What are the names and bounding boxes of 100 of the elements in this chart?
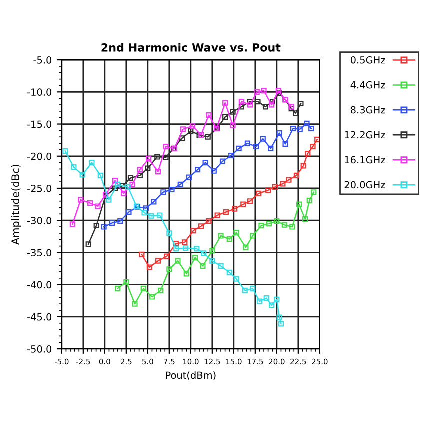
point [262, 104, 269, 110]
point [306, 198, 312, 204]
point [247, 102, 254, 108]
point [98, 172, 104, 178]
point [210, 258, 216, 264]
point [268, 302, 275, 308]
point [155, 258, 162, 264]
point [258, 222, 264, 229]
point [220, 158, 226, 164]
point [125, 184, 131, 190]
point [140, 286, 146, 292]
point [270, 99, 276, 105]
y-tick-label: -40.0 [28, 281, 52, 289]
point [121, 190, 127, 196]
point [244, 140, 250, 146]
point [175, 258, 181, 264]
point [154, 154, 160, 160]
point [126, 209, 132, 216]
point [310, 144, 316, 150]
point [180, 136, 186, 142]
legend-label: 12.2GHz [345, 131, 386, 139]
point [151, 199, 157, 205]
point [206, 112, 212, 118]
point [88, 200, 94, 206]
point [166, 266, 172, 272]
point [314, 136, 320, 142]
point [130, 182, 136, 188]
point [304, 120, 310, 126]
point [149, 294, 155, 300]
legend-label: 20.0GHz [344, 181, 386, 189]
point [274, 296, 280, 302]
point [192, 255, 198, 261]
point [238, 104, 244, 110]
point [106, 197, 112, 203]
point [206, 218, 212, 224]
point [282, 222, 288, 228]
point [247, 99, 254, 105]
point [276, 88, 282, 94]
y-tick-label: -25.0 [28, 184, 52, 192]
point [218, 263, 224, 269]
point [124, 279, 130, 286]
point [178, 182, 184, 188]
point [236, 146, 242, 152]
point [218, 233, 224, 239]
line-series [115, 190, 317, 307]
point [89, 160, 95, 166]
point [115, 182, 121, 188]
point [78, 197, 84, 203]
point [163, 144, 169, 150]
point [94, 222, 100, 229]
point [211, 168, 217, 174]
point [146, 156, 152, 162]
point [294, 172, 300, 178]
point [250, 286, 256, 292]
point [261, 88, 267, 94]
point [222, 100, 228, 106]
y-tick-label: -45.0 [28, 313, 52, 321]
point [169, 187, 175, 193]
point [163, 154, 169, 160]
point [308, 126, 314, 132]
point [70, 222, 76, 228]
point [164, 254, 170, 260]
point [228, 152, 234, 159]
y-tick-label: -30.0 [28, 217, 52, 224]
y-tick-label: -20.0 [28, 152, 52, 160]
point [160, 190, 166, 196]
point [286, 177, 292, 183]
point [132, 301, 138, 307]
point [226, 270, 232, 276]
point [184, 271, 190, 277]
point [264, 296, 270, 302]
y-tick-label: -5.0 [34, 56, 52, 64]
point [182, 245, 189, 251]
point [234, 230, 240, 236]
point [260, 136, 266, 142]
point [148, 213, 154, 219]
point [242, 288, 248, 294]
point [255, 99, 261, 105]
point [180, 126, 186, 132]
point [282, 141, 288, 147]
point [80, 172, 86, 178]
point [214, 212, 220, 218]
point [155, 169, 162, 175]
point [137, 167, 143, 173]
point [296, 202, 302, 208]
legend-label: 4.4GHz [350, 81, 386, 89]
point [182, 240, 188, 246]
point [254, 144, 260, 150]
point [210, 248, 216, 254]
point [190, 123, 196, 129]
point [250, 233, 256, 239]
y-tick-label: -50.0 [28, 346, 52, 353]
point [145, 166, 151, 172]
point [276, 130, 282, 136]
point [226, 236, 232, 242]
point [194, 246, 200, 252]
point [166, 230, 172, 236]
point [254, 89, 260, 95]
point [205, 134, 211, 140]
point [200, 263, 206, 269]
